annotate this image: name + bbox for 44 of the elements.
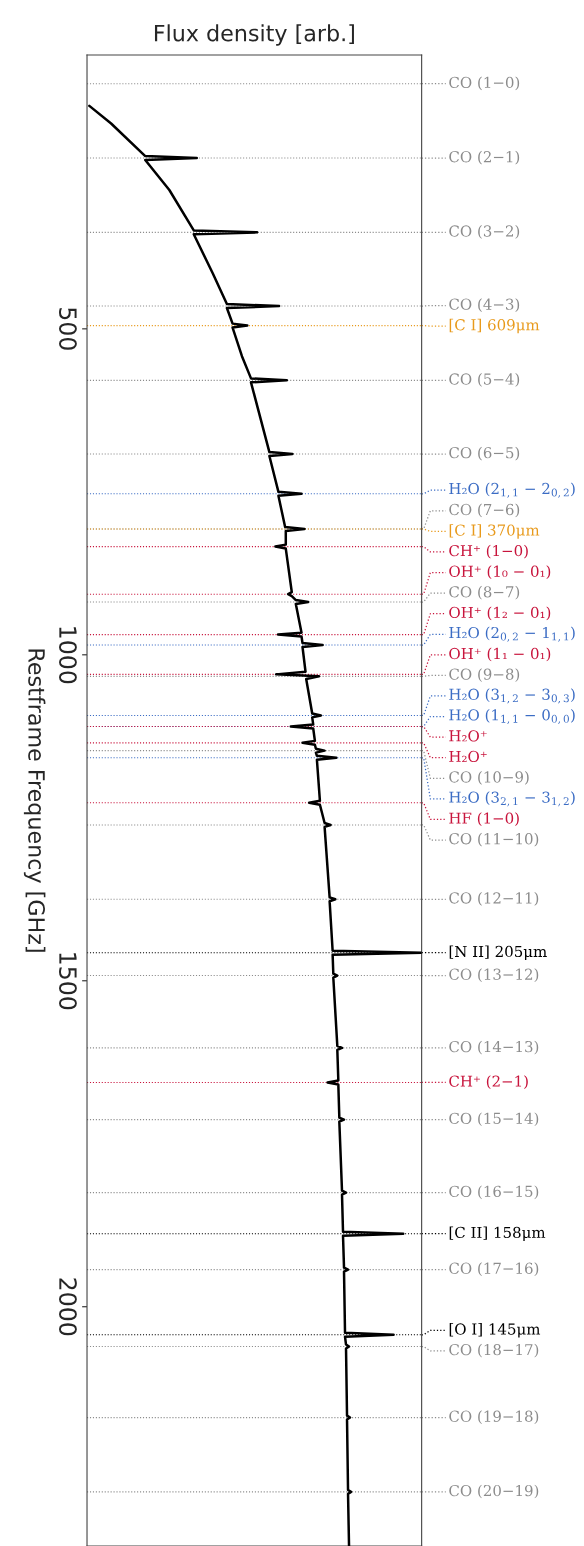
ref-line-label: OH⁺ (1₀ − 0₁) [449,565,551,580]
legend-label: HF (1−0) [449,812,519,826]
ref-line-label: CO (10−9) [449,771,529,785]
y-axis-title: Restframe Frequency [GHz] [23,649,46,952]
ref-line-label: H₂O (3$_{2,1}$ − 3$_{1,2}$) [449,791,575,807]
ref-line-label: H₂O⁺ [449,730,487,742]
y-tick-label: 2000 [59,1278,77,1336]
legend-label: OH⁺ (1₁ − 0₁) [449,647,551,662]
ref-line-label: CO (16−15) [449,1185,539,1200]
ref-line-label: H₂O (2$_{1,1}$ − 2$_{0,2}$) [449,482,575,498]
ref-line-label: [N II] 205μm [449,945,547,960]
ref-line-label: CO (20−19) [449,1484,539,1499]
ref-line-label: CH⁺ (1−0) [449,544,528,559]
ref-line-label: CO (12−11) [449,892,539,906]
y-tick-label: 1000 [59,627,77,684]
ref-line-label: CO (4−3) [449,298,520,312]
ref-line-label: CO (15−14) [449,1112,539,1127]
ref-line-label: OH⁺ (1₂ − 0₁) [449,606,551,621]
ref-line-label: CO (5−4) [449,373,520,387]
ref-line-label: CO (18−17) [449,1343,539,1358]
ref-line-label: H₂O (2$_{0,2}$ − 1$_{1,1}$) [449,626,575,642]
ref-line-label: CO (14−13) [449,1040,539,1055]
ref-line-label: CO (17−16) [449,1262,539,1277]
ref-line-label: [O I] 145μm [449,1323,541,1338]
x-axis-title: Flux density [arb.] [154,24,354,46]
ref-line-label: CO (13−12) [449,968,539,983]
ref-line-label: [C II] 158μm [449,1226,546,1241]
ref-line-label: CO (19−18) [449,1410,539,1425]
ref-line-label: CO (8−7) [449,585,520,600]
legend-label: H₂O⁺ [449,750,487,763]
ref-line-label: CO (3−2) [449,225,520,239]
y-tick-label: 1500 [59,953,77,1010]
ref-line-label: CO (6−5) [449,446,520,461]
ref-line-label: CH⁺ (2−1) [449,1075,528,1089]
ref-line-label: CO (2−1) [449,150,520,165]
y-tick-label: 500 [59,308,77,350]
ref-line-label: [C I] 609μm [449,318,540,334]
ref-line-label: CO (9−8) [449,668,520,682]
legend-label: CO (11−10) [449,832,539,847]
legend-label: CO (7−6) [449,503,520,518]
legend-label: H₂O (3$_{1,2}$ − 3$_{0,3}$) [449,688,575,704]
ref-line-label: CO (1−0) [449,76,520,91]
ref-line-label: [C I] 370μm [449,524,540,539]
ref-line-label: H₂O (1$_{1,1}$ − 0$_{0,0}$) [449,708,575,725]
